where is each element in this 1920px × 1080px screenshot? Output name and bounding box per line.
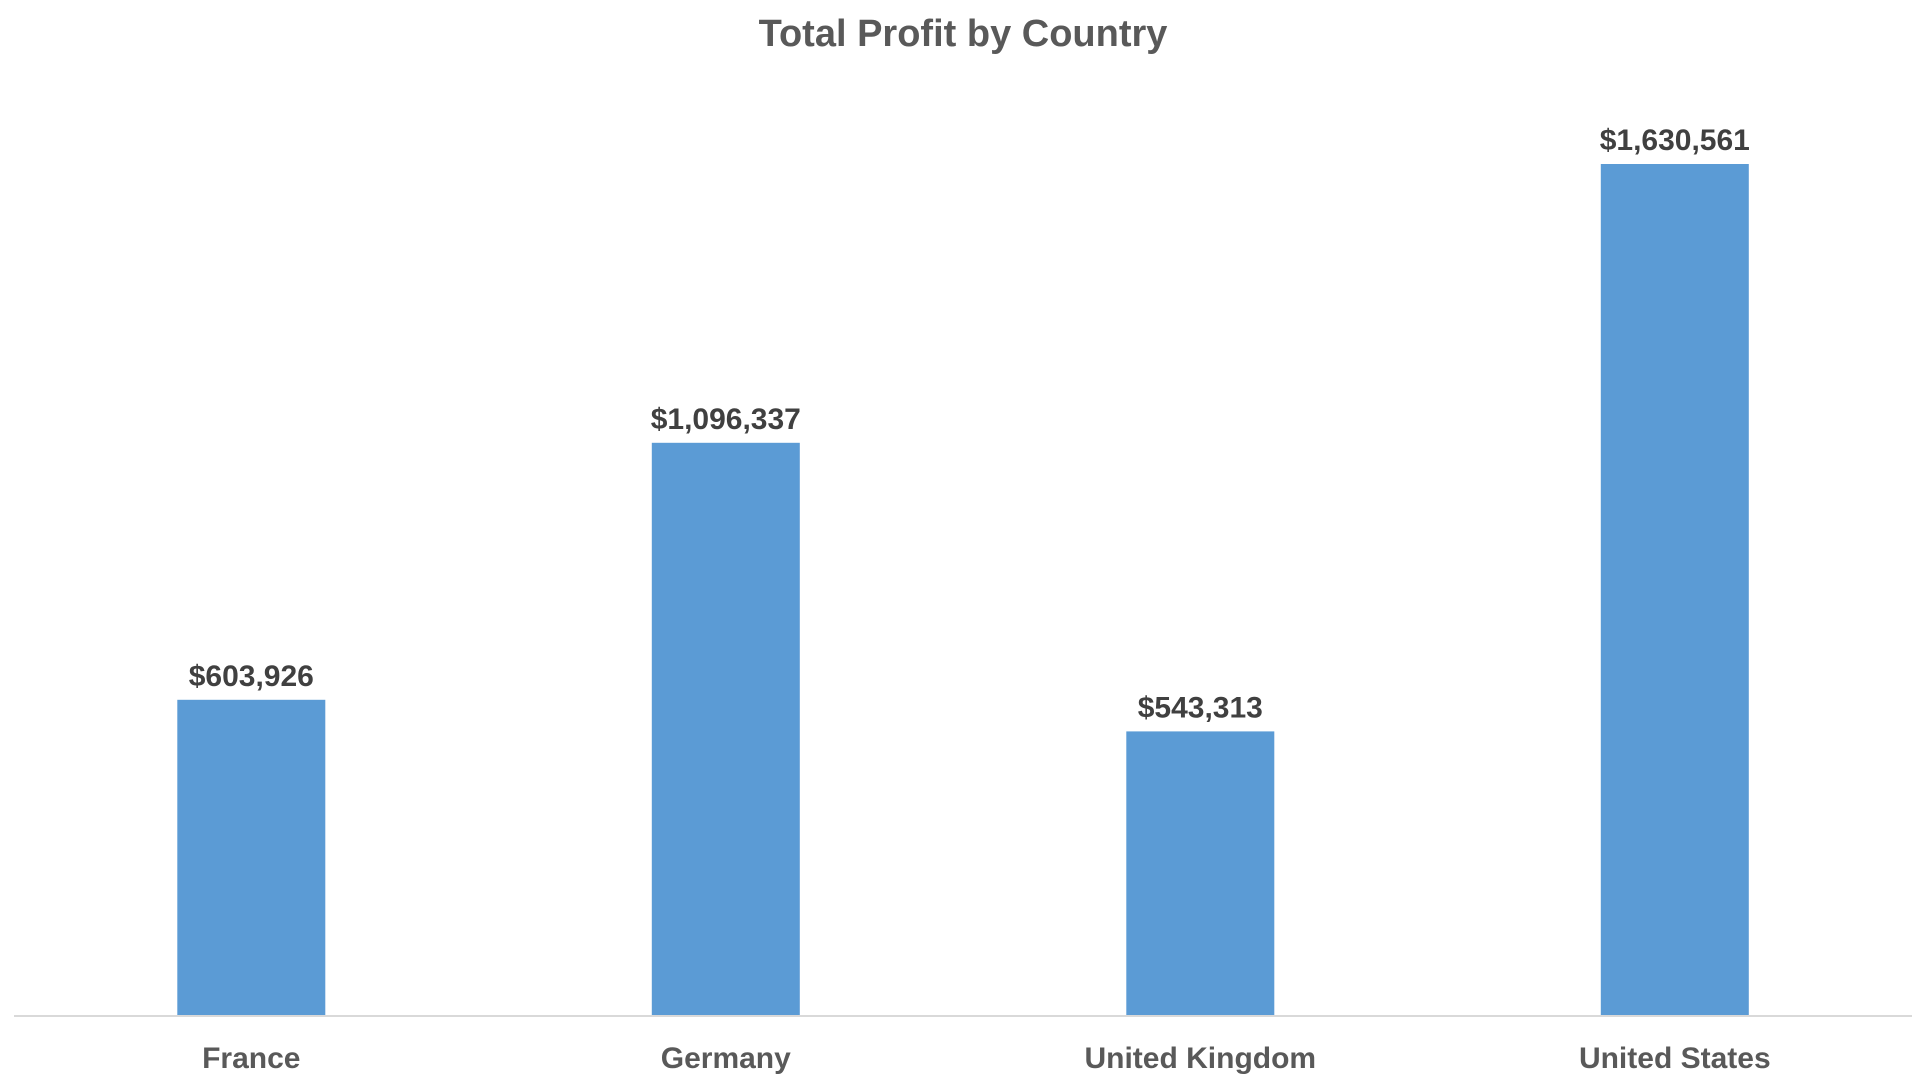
bar-united-states <box>1600 164 1749 1015</box>
data-labels-group: $603,926 $1,096,337 $543,313 $1,630,561 <box>189 124 1750 724</box>
tick-label-france: France <box>202 1042 300 1075</box>
data-label-united-kingdom: $543,313 <box>1138 691 1263 724</box>
tick-label-united-kingdom: United Kingdom <box>1084 1042 1316 1075</box>
data-label-germany: $1,096,337 <box>651 403 801 436</box>
bar-united-kingdom <box>1126 731 1275 1015</box>
data-label-united-states: $1,630,561 <box>1600 124 1750 157</box>
chart-title: Total Profit by Country <box>759 13 1168 55</box>
bars-group <box>177 164 1749 1015</box>
tick-label-united-states: United States <box>1579 1042 1771 1075</box>
data-label-france: $603,926 <box>189 660 314 693</box>
x-axis-tick-labels: France Germany United Kingdom United States <box>202 1042 1771 1075</box>
bar-germany <box>651 442 800 1015</box>
bar-france <box>177 699 326 1015</box>
tick-label-germany: Germany <box>661 1042 791 1075</box>
